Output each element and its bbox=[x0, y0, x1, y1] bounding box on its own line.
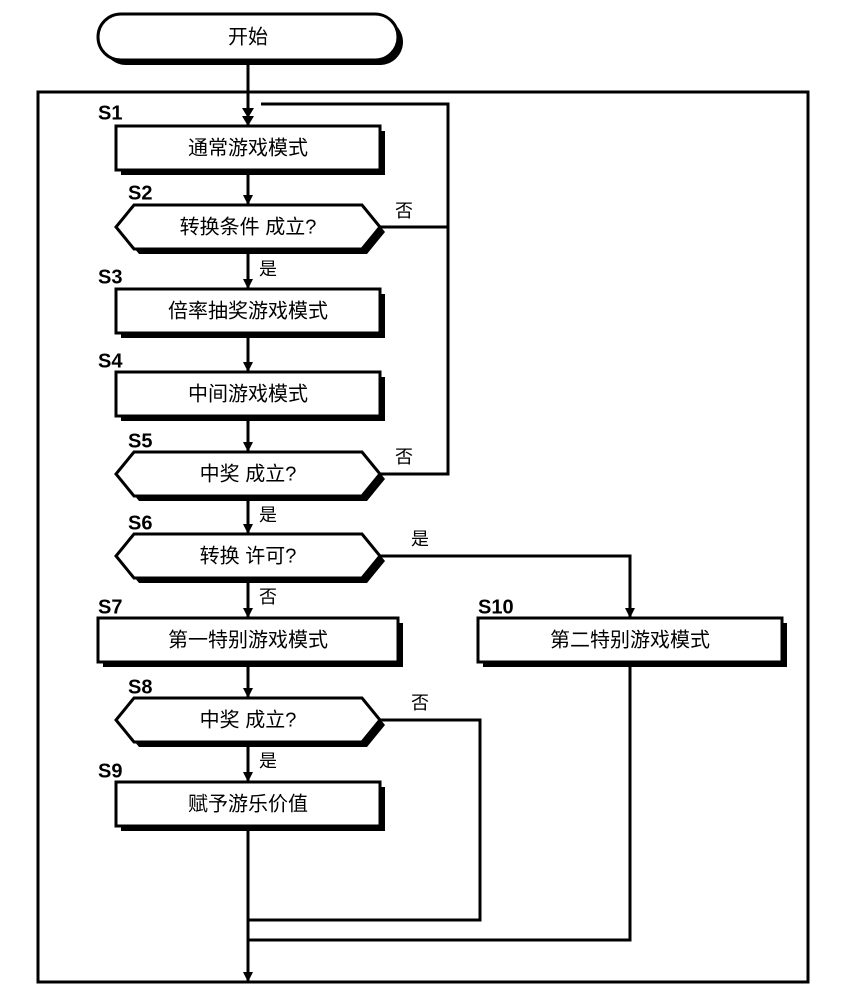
node-text-S7: 第一特别游戏模式 bbox=[168, 628, 328, 651]
node-step-S6: S6 bbox=[128, 512, 152, 534]
node-step-S9: S9 bbox=[98, 760, 122, 782]
node-text-S9: 赋予游乐价值 bbox=[188, 792, 308, 815]
polyline-1 bbox=[380, 104, 448, 474]
node-step-S4: S4 bbox=[98, 350, 123, 372]
node-text-S5: 中奖 成立? bbox=[200, 462, 297, 485]
edges: 否否是否是是否是 bbox=[248, 60, 630, 982]
edge-label: 否 bbox=[395, 447, 413, 467]
node-text-S8: 中奖 成立? bbox=[200, 708, 297, 731]
edge-label: 是 bbox=[411, 529, 429, 549]
edge-label: 否 bbox=[259, 587, 277, 607]
node-text-S2: 转换条件 成立? bbox=[180, 215, 317, 238]
node-step-S8: S8 bbox=[128, 676, 152, 698]
node-text-S4: 中间游戏模式 bbox=[188, 382, 308, 405]
edge-label: 是 bbox=[259, 505, 277, 525]
node-step-S7: S7 bbox=[98, 596, 122, 618]
edge-label: 是 bbox=[259, 259, 277, 279]
node-step-S5: S5 bbox=[128, 430, 152, 452]
edge-label: 否 bbox=[395, 201, 413, 221]
node-step-S3: S3 bbox=[98, 266, 122, 288]
node-step-S2: S2 bbox=[128, 182, 152, 204]
node-text-S10: 第二特别游戏模式 bbox=[550, 628, 710, 651]
node-text-S3: 倍率抽奖游戏模式 bbox=[168, 299, 328, 322]
edge-label: 是 bbox=[259, 751, 277, 771]
node-step-S1: S1 bbox=[98, 102, 122, 124]
node-text-S6: 转换 许可? bbox=[200, 544, 297, 567]
node-step-S10: S10 bbox=[478, 596, 514, 618]
edge-label: 否 bbox=[411, 693, 429, 713]
start-label: 开始 bbox=[228, 25, 268, 48]
node-text-S1: 通常游戏模式 bbox=[188, 136, 308, 159]
